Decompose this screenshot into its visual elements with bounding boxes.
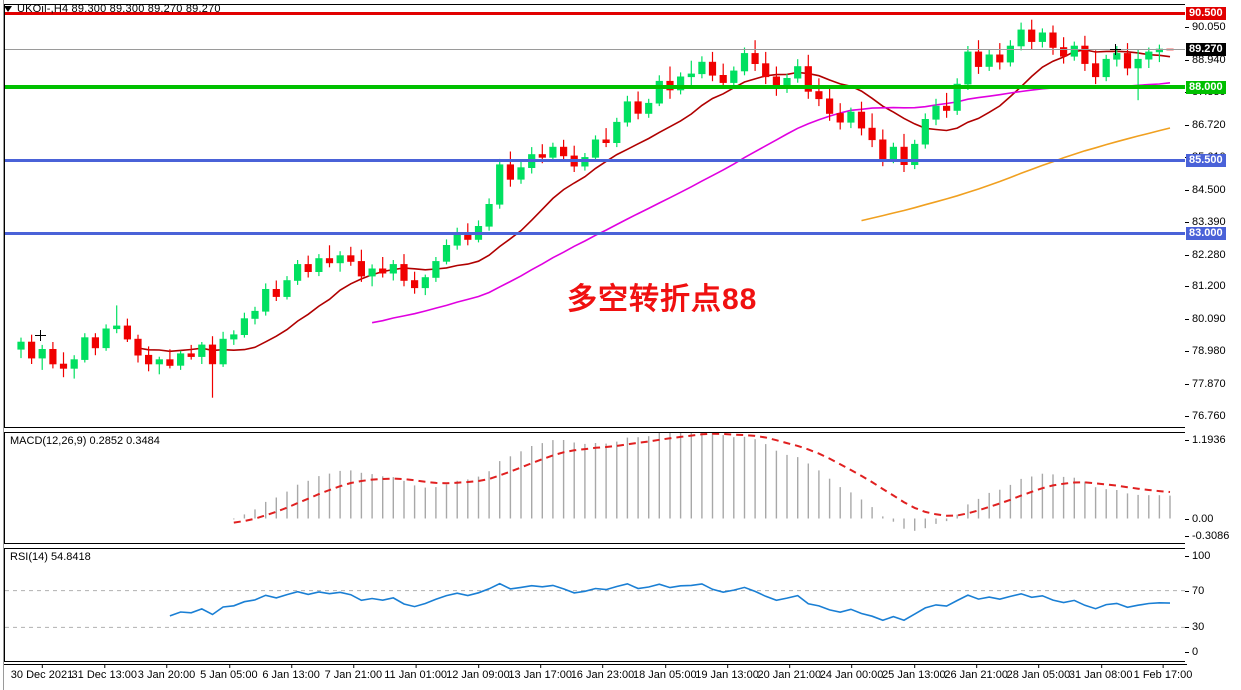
- rsi-tick-70: 70: [1185, 585, 1204, 597]
- price-tick-83-390: 83.390: [1185, 216, 1226, 228]
- macd-plot-area: [5, 433, 1240, 543]
- price-plot-area[interactable]: [5, 5, 1240, 427]
- rsi-tick-100: 100: [1185, 550, 1210, 562]
- time-tick-label: 13 Jan 17:00: [508, 664, 573, 681]
- time-tick-label: 6 Jan 13:00: [262, 664, 320, 681]
- level-line-83-000[interactable]: [5, 232, 1240, 236]
- time-tick-label: 11 Jan 01:00: [384, 664, 448, 681]
- chevron-down-icon[interactable]: [4, 6, 12, 12]
- time-tick-label: 28 Jan 05:00: [1006, 664, 1071, 681]
- macd-tick-_0_3086: -0.3086: [1185, 530, 1229, 542]
- window-left-edge: [0, 0, 4, 690]
- time-tick-label: 1 Feb 17:00: [1133, 664, 1193, 681]
- price-tick-78-980: 78.980: [1185, 345, 1226, 357]
- time-tick-label: 12 Jan 09:00: [446, 664, 510, 681]
- time-tick-label: 3 Jan 20:00: [137, 664, 196, 681]
- price-tag-88-000[interactable]: 88.000: [1186, 80, 1226, 94]
- rsi-plot-area: [5, 549, 1240, 661]
- level-line-88-000[interactable]: [5, 85, 1240, 90]
- time-tick-label: 31 Jan 08:00: [1068, 664, 1133, 681]
- macd-tick-0_00: 0.00: [1185, 513, 1213, 525]
- time-tick-label: 20 Jan 21:00: [757, 664, 822, 681]
- rsi-axis: 100 70 30 0: [1185, 548, 1241, 662]
- price-tick-81-200: 81.200: [1185, 280, 1226, 292]
- rsi-tick-30: 30: [1185, 621, 1204, 633]
- price-tag-90-500[interactable]: 90.500: [1186, 7, 1226, 21]
- price-tag-89-270[interactable]: 89.270: [1186, 43, 1226, 57]
- chart-title-bar: UKOil-,H4 89.300 89.300 89.270 89.270: [4, 2, 221, 16]
- price-tick-77-870: 77.870: [1185, 378, 1226, 390]
- price-tick-84-500: 84.500: [1185, 184, 1226, 196]
- time-tick-label: 18 Jan 05:00: [632, 664, 697, 681]
- crosshair-marker-icon: [35, 329, 46, 341]
- price-tick-76-760: 76.760: [1185, 410, 1226, 422]
- time-tick-label: 31 Dec 13:00: [71, 664, 137, 681]
- price-tick-90-050: 90.050: [1185, 21, 1226, 33]
- time-tick-label: 5 Jan 05:00: [200, 664, 258, 681]
- macd-axis: 1.1936 0.00 -0.3086: [1185, 432, 1241, 544]
- chart-annotation-text: 多空转折点88: [567, 283, 758, 317]
- level-line-90-500[interactable]: [5, 12, 1240, 16]
- time-tick-label: 16 Jan 23:00: [570, 664, 635, 681]
- crosshair-marker-icon: [1110, 43, 1121, 55]
- rsi-tick-0: 0: [1185, 646, 1198, 658]
- macd-caption: MACD(12,26,9) 0.2852 0.3484: [10, 435, 160, 447]
- rsi-caption: RSI(14) 54.8418: [10, 551, 91, 563]
- level-line-85-500[interactable]: [5, 158, 1240, 162]
- price-tick-80-090: 80.090: [1185, 313, 1226, 325]
- price-tick-86-720: 86.720: [1185, 119, 1226, 131]
- time-tick-label: 24 Jan 00:00: [819, 664, 884, 681]
- time-tick-label: 26 Jan 21:00: [944, 664, 1008, 681]
- price-axis[interactable]: 90.05088.94087.83086.72085.61084.50083.3…: [1185, 4, 1241, 428]
- time-tick-label: 7 Jan 21:00: [324, 664, 383, 681]
- level-line-89-270[interactable]: [5, 49, 1240, 51]
- symbol-ohlc-label: UKOil-,H4 89.300 89.300 89.270 89.270: [17, 3, 221, 15]
- price-chart-panel[interactable]: [4, 4, 1241, 428]
- rsi-panel[interactable]: RSI(14) 54.8418: [4, 548, 1241, 662]
- time-tick-label: 19 Jan 13:00: [695, 664, 759, 681]
- price-tick-88-940: 88.940: [1185, 54, 1226, 66]
- time-tick-label: 30 Dec 2021: [10, 664, 74, 681]
- price-tag-83-000[interactable]: 83.000: [1186, 227, 1226, 241]
- price-tick-82-280: 82.280: [1185, 249, 1226, 261]
- price-tag-85-500[interactable]: 85.500: [1186, 153, 1226, 167]
- time-tick-label: 25 Jan 13:00: [882, 664, 946, 681]
- macd-panel[interactable]: MACD(12,26,9) 0.2852 0.3484: [4, 432, 1241, 544]
- time-axis[interactable]: 30 Dec 2021 31 Dec 13:00 3 Jan 20:00 5 Jan …: [4, 664, 1192, 686]
- macd-tick-1_1936: 1.1936: [1185, 434, 1226, 446]
